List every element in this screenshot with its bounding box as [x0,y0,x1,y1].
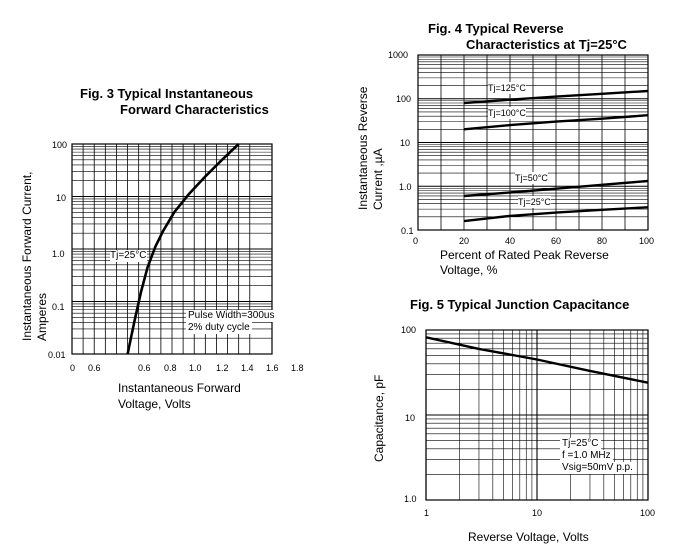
fig3-xtick-1: 0.6 [88,363,101,373]
fig5-note-line3: Vsig=50mV p.p. [560,462,635,474]
fig3-xlabel-line2: Voltage, Volts [118,397,191,411]
fig4-series-line-0 [463,89,649,105]
fig4-xtick-5: 100 [639,236,655,246]
fig3-ytick-0: 100 [52,140,68,150]
fig4-xtick-2: 40 [505,236,516,246]
fig5-ytick-1: 10 [405,413,416,423]
fig5-ytick-0: 100 [401,325,417,335]
fig4-series-line-2 [463,179,649,198]
fig3-xtick-4: 1.0 [189,363,202,373]
fig5-note-line2: f =1.0 MHz [560,450,613,462]
fig4-series-label-125: Tj=125°C [488,82,526,94]
fig4-series-label-100: Tj=100°C [488,107,526,119]
fig4-xtick-1: 20 [459,236,470,246]
fig3-xtick-5: 1.2 [216,363,229,373]
fig4-series-label-50: Tj=50°C [515,172,548,184]
fig5-xlabel: Reverse Voltage, Volts [468,530,589,544]
fig3-title-line2: Forward Characteristics [120,102,269,117]
fig4-frame [417,54,649,231]
fig4-ytick-2: 10 [400,138,411,148]
fig3-xtick-2: 0.6 [138,363,151,373]
fig5-title: Fig. 5 Typical Junction Capacitance [410,297,630,312]
fig4-ytick-3: 1.0 [399,182,412,192]
fig5-ytick-2: 1.0 [404,494,417,504]
fig4-ytick-1: 100 [396,94,412,104]
fig3-note-line1: Pulse Width=300us [186,310,277,322]
fig4-xlabel-line1: Percent of Rated Peak Reverse [440,248,609,262]
fig3-title-line1: Fig. 3 Typical Instantaneous [80,86,254,101]
fig3-ytick-2: 1.0 [52,249,65,259]
fig5-xtick-1: 10 [532,508,543,518]
fig3-xtick-7: 1.6 [266,363,279,373]
fig5-frame [425,329,649,501]
fig4-xtick-4: 80 [597,236,608,246]
fig4-grid [417,54,649,231]
fig3-series-line [126,143,240,355]
fig4-series-line-3 [463,206,649,223]
fig3-note-line2: 2% duty cycle [186,322,252,334]
fig5-xtick-0: 1 [424,508,430,518]
fig4-xlabel-line2: Voltage, % [440,263,498,277]
fig5-grid [425,329,649,501]
fig5-note-line1: Tj=25°C [560,438,601,450]
fig3-ytick-1: 10 [56,193,67,203]
fig3-ytick-4: 0.01 [48,350,66,360]
fig5-xtick-2: 100 [640,508,656,518]
fig3-xtick-3: 0.8 [164,363,177,373]
fig3-xtick-6: 1.4 [241,363,254,373]
fig3-xtick-8: 1.8 [291,363,304,373]
fig4-series-line-1 [463,114,649,131]
fig3-xtick-0: 0 [70,363,76,373]
fig4-series-label-25: Tj=25°C [518,196,551,208]
fig4-ytick-4: 0.1 [401,226,414,236]
fig3-xlabel-line1: Instantaneous Forward [118,381,241,395]
fig4-xtick-0: 0 [413,236,419,246]
fig3-ytick-3: 0.1 [52,302,65,312]
fig4-title-line2: Characteristics at Tj=25°C [466,37,627,52]
fig4-ytick-0: 1000 [388,50,409,60]
fig5-series-line [425,336,649,384]
fig4-xtick-3: 60 [551,236,562,246]
fig4-title-line1: Fig. 4 Typical Reverse [428,21,564,36]
fig3-frame [71,143,273,355]
fig3-curve-label: Tj=25°C [110,250,147,262]
